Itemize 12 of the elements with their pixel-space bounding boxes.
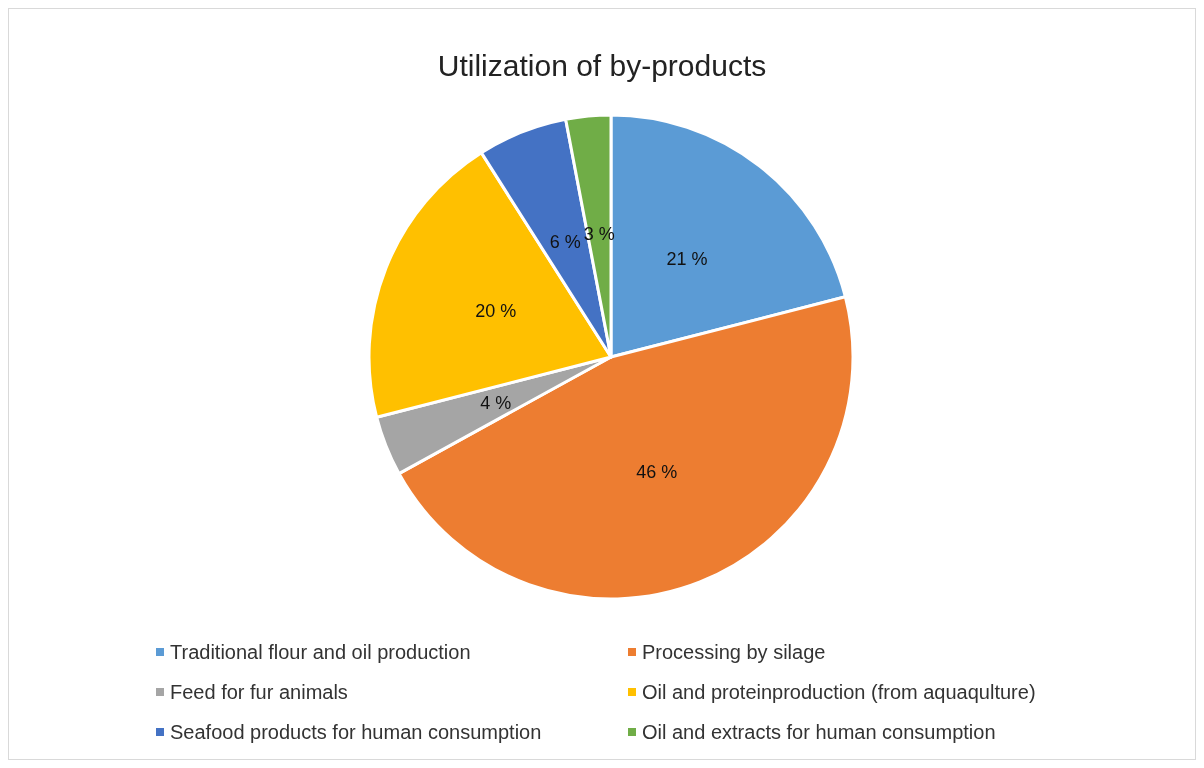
legend-label: Traditional flour and oil production xyxy=(170,641,471,663)
chart-title: Utilization of by-products xyxy=(437,48,767,82)
legend-label: Processing by silage xyxy=(642,641,826,663)
data-label: 4 % xyxy=(480,392,512,413)
data-label: 20 % xyxy=(475,301,517,322)
data-label: 21 % xyxy=(666,249,708,270)
data-label: 6 % xyxy=(549,231,581,252)
legend-label: Feed for fur animals xyxy=(170,681,348,703)
legend-label: Oil and proteinproduction (from aquaqulture) xyxy=(642,681,1036,703)
legend-label: Oil and extracts for human consumption xyxy=(642,721,996,743)
legend-label: Seafood products for human consumption xyxy=(170,721,542,743)
data-label: 46 % xyxy=(636,462,678,483)
